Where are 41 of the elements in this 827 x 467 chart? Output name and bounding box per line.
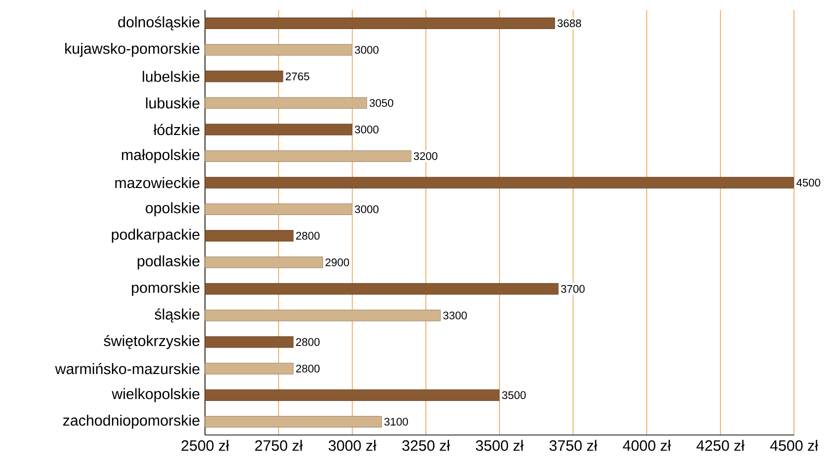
data-label: 3300 [443, 312, 467, 320]
x-tick-label: 2500 zł [182, 440, 230, 451]
data-label: 2900 [326, 258, 350, 266]
data-label: 3000 [354, 205, 378, 214]
y-tick-label: wielkopolskie [112, 388, 200, 402]
y-tick-label: opolskie [146, 202, 200, 216]
y-tick-label: świętokrzyskie [104, 334, 200, 350]
data-label: 2765 [286, 72, 310, 80]
x-tick-label: 3250 zł [402, 440, 450, 451]
data-label: 2800 [296, 338, 320, 346]
x-tick-label: 3500 zł [476, 440, 524, 451]
y-tick-label: łódzkie [154, 124, 200, 136]
data-label: 3100 [384, 418, 408, 426]
y-tick-label: lubelskie [142, 70, 200, 82]
data-label: 3050 [370, 99, 394, 107]
x-tick-label: 3750 zł [550, 440, 598, 451]
data-label: 3200 [414, 152, 438, 160]
y-tick-label: pomorskie [132, 282, 200, 296]
data-label: 2800 [296, 232, 320, 240]
y-tick-label: podkarpackie [112, 228, 200, 243]
y-tick-label: lubuskie [146, 97, 200, 108]
y-tick-label: śląskie [154, 308, 200, 323]
y-tick-label: warmińsko-mazurskie [55, 363, 200, 374]
y-tick-label: kujawsko-pomorskie [65, 42, 200, 57]
data-label: 3500 [502, 391, 526, 400]
x-tick-label: 4250 zł [696, 440, 744, 451]
y-tick-label: zachodniopomorskie [63, 414, 200, 429]
data-label: 3700 [561, 285, 585, 293]
y-tick-label: małopolskie [122, 149, 200, 164]
data-label: 3000 [354, 126, 378, 134]
x-tick-label: 4500 zł [770, 440, 818, 451]
x-tick-label: 4000 zł [622, 440, 671, 451]
y-tick-label: mazowieckie [115, 177, 200, 188]
data-label: 3000 [354, 46, 378, 54]
data-label: 2800 [296, 364, 320, 372]
x-tick-label: 3000 zł [328, 440, 376, 451]
data-label: 4500 [796, 178, 820, 187]
y-tick-label: dolnośląskie [118, 16, 200, 30]
y-tick-label: podlaskie [138, 255, 200, 270]
x-tick-label: 2750 zł [255, 440, 303, 451]
data-label: 3688 [557, 19, 582, 28]
